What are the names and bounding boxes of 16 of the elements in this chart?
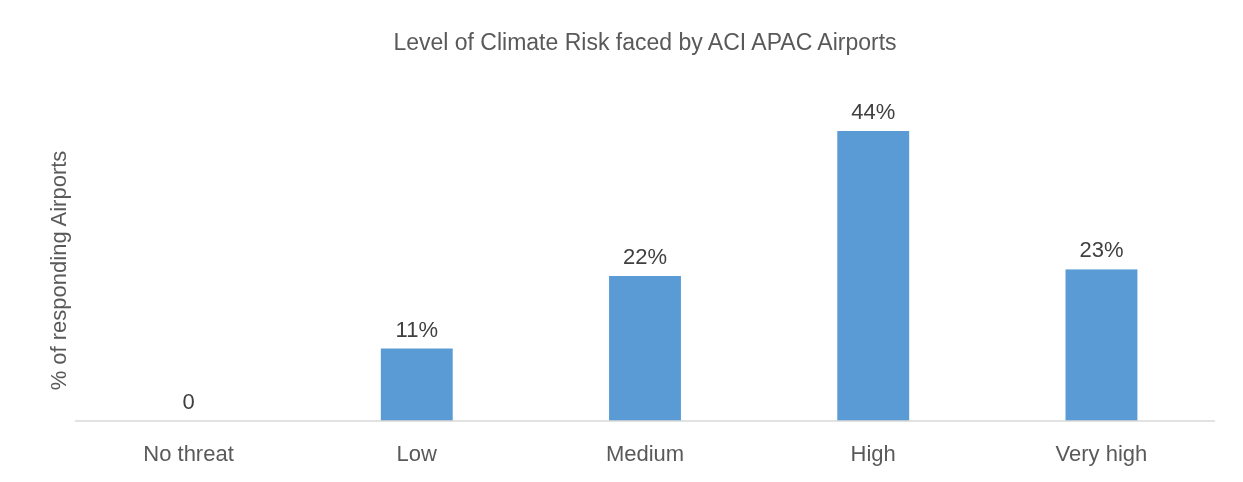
chart-title: Level of Climate Risk faced by ACI APAC Airports <box>393 29 897 55</box>
x-tick-label: High <box>850 441 896 466</box>
data-label: 11% <box>395 316 438 342</box>
x-tick-label: Medium <box>605 441 685 466</box>
bar <box>837 131 910 421</box>
data-label: 23% <box>1079 237 1124 263</box>
bar <box>380 348 453 421</box>
data-label: 22% <box>622 244 668 269</box>
data-label: 44% <box>851 99 896 124</box>
bar <box>609 276 681 421</box>
y-axis-title: % of responding Airports <box>46 150 71 391</box>
x-tick-label: Low <box>396 441 438 466</box>
x-tick-label: No threat <box>143 441 234 466</box>
x-tick-label: Very high <box>1055 441 1148 466</box>
data-label: 0 <box>182 389 195 414</box>
bar <box>1065 269 1138 421</box>
